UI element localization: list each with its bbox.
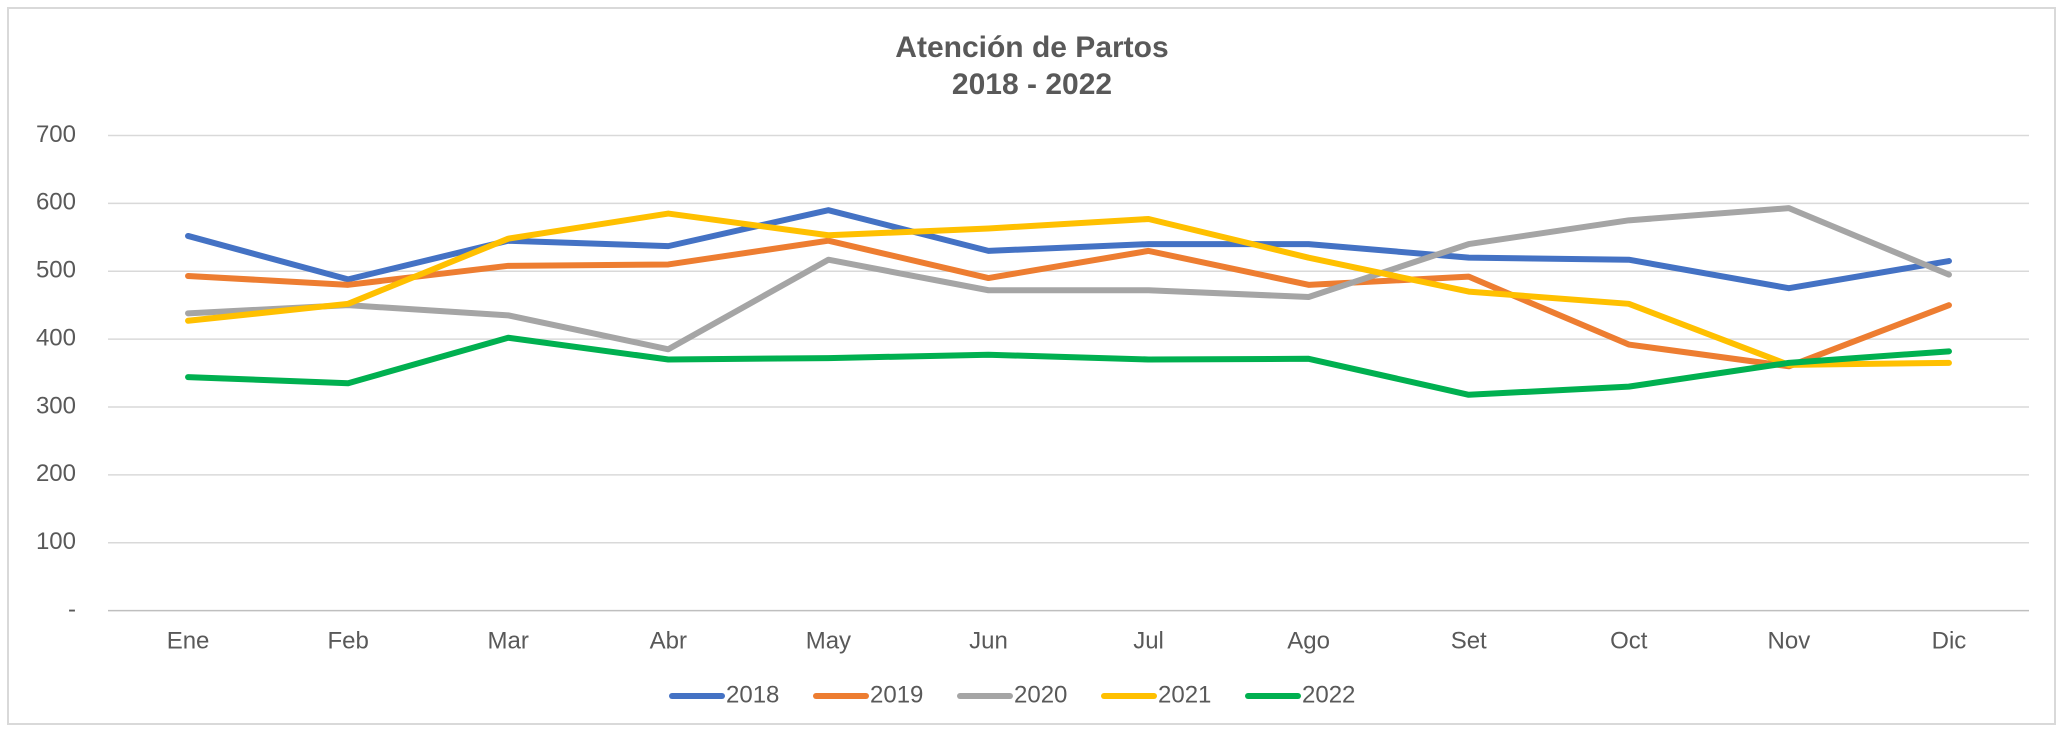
legend-label: 2019 <box>870 681 923 708</box>
y-tick-label: - <box>68 596 76 623</box>
series-line <box>185 205 1952 353</box>
x-tick-label: Nov <box>1768 627 1811 654</box>
y-tick-label: 200 <box>36 460 76 487</box>
x-tick-label: Jul <box>1133 627 1164 654</box>
x-tick-label: Oct <box>1610 627 1648 654</box>
series-line <box>185 237 1952 370</box>
x-tick-label: Feb <box>327 627 368 654</box>
x-tick-label: Mar <box>488 627 529 654</box>
x-tick-label: May <box>806 627 851 654</box>
y-tick-label: 300 <box>36 392 76 419</box>
y-tick-label: 700 <box>36 121 76 148</box>
y-tick-label: 100 <box>36 528 76 555</box>
y-tick-label: 600 <box>36 189 76 216</box>
legend-label: 2020 <box>1014 681 1067 708</box>
chart-title: Atención de Partos <box>895 31 1168 64</box>
chart-frame <box>7 7 2056 725</box>
chart-subtitle: 2018 - 2022 <box>952 68 1112 101</box>
x-tick-label: Abr <box>650 627 687 654</box>
x-tick-label: Ago <box>1287 627 1330 654</box>
x-tick-label: Ene <box>167 627 210 654</box>
y-tick-label: 500 <box>36 257 76 284</box>
legend-label: 2022 <box>1302 681 1355 708</box>
series-line <box>185 210 1952 368</box>
y-tick-label: 400 <box>36 324 76 351</box>
x-tick-label: Dic <box>1932 627 1967 654</box>
series-line <box>185 334 1952 398</box>
x-tick-label: Jun <box>969 627 1008 654</box>
x-tick-label: Set <box>1451 627 1487 654</box>
legend-label: 2018 <box>726 681 779 708</box>
legend-label: 2021 <box>1158 681 1211 708</box>
